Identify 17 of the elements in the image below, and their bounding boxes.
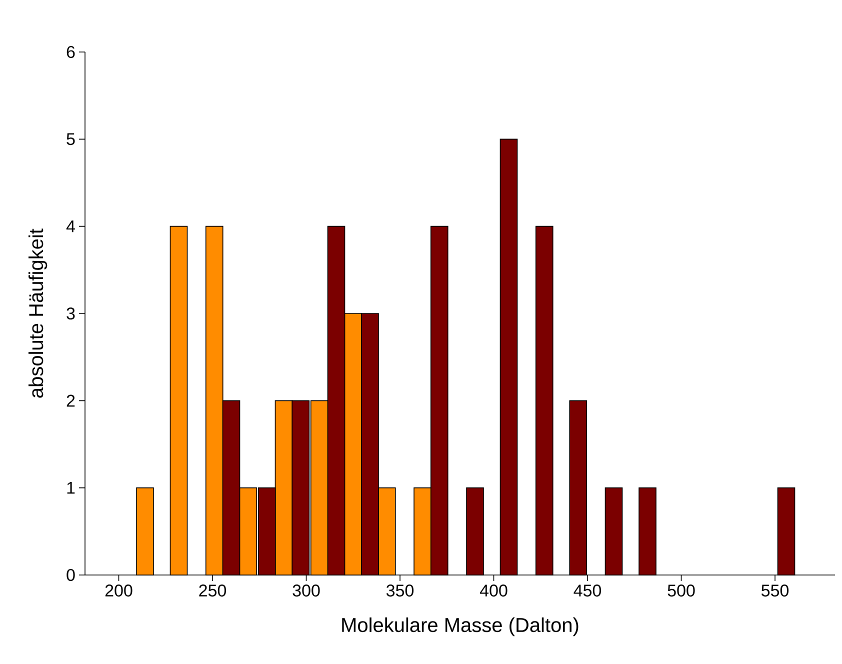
x-tick-label: 450 bbox=[574, 584, 602, 597]
x-tick-label: 250 bbox=[199, 584, 226, 597]
x-tick-label: 350 bbox=[386, 584, 414, 597]
x-tick-label: 500 bbox=[668, 584, 695, 597]
x-tick-label: 550 bbox=[762, 584, 789, 597]
y-tick-label: 6 bbox=[66, 46, 75, 58]
x-tick-label: 200 bbox=[105, 584, 132, 597]
y-tick-label: 4 bbox=[66, 220, 75, 232]
x-tick-label: 400 bbox=[480, 584, 508, 597]
y-tick-label: 3 bbox=[66, 307, 75, 320]
y-axis-title: absolute Häufigkeit bbox=[28, 228, 48, 398]
y-tick-label: 5 bbox=[66, 133, 75, 146]
y-tick-label: 0 bbox=[66, 568, 75, 582]
x-tick-label: 300 bbox=[292, 584, 320, 597]
y-tick-label: 2 bbox=[66, 394, 75, 407]
x-axis-title: Molekulare Masse (Dalton) bbox=[342, 617, 578, 636]
y-tick-label: 1 bbox=[67, 482, 75, 494]
